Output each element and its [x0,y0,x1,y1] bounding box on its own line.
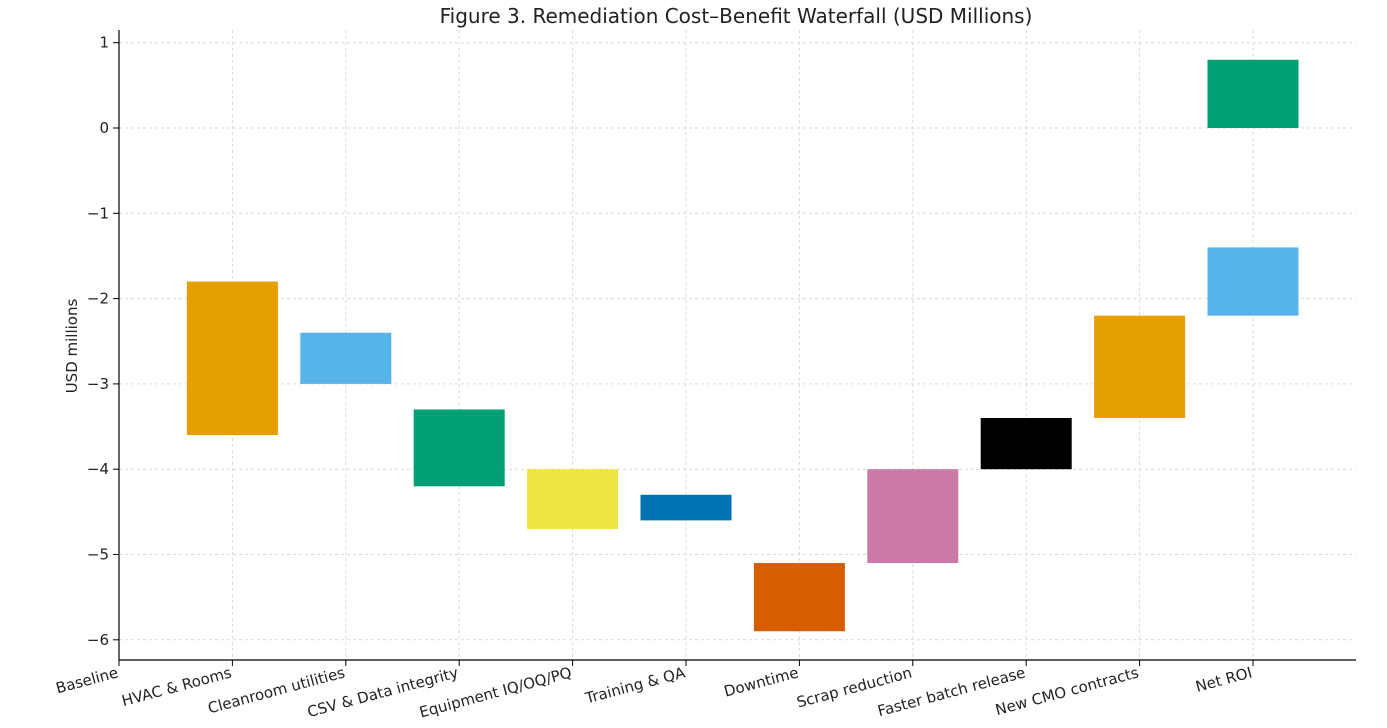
bar [413,409,505,487]
bar [527,469,619,529]
x-tick-label: Net ROI [1194,663,1254,695]
bar [867,469,959,564]
y-tick-label: −1 [87,204,109,222]
y-tick-label: −6 [87,631,109,649]
y-axis-label: USD millions [63,299,81,394]
y-tick-label: −2 [87,290,109,308]
bar [300,332,392,384]
y-tick-label: 1 [99,34,109,52]
bars [186,59,1299,632]
y-ticks: 1 0 −1 −2 −3 −4 −5 −6 [87,34,119,649]
y-tick-label: −3 [87,375,109,393]
bar [186,281,278,436]
bar [753,563,845,632]
bar [1207,59,1299,129]
chart-title: Figure 3. Remediation Cost–Benefit Water… [440,4,1033,28]
bar [640,494,732,521]
y-tick-label: 0 [99,119,109,137]
y-tick-label: −5 [87,546,109,564]
bar [1207,247,1299,316]
x-tick-label: Training & QA [582,663,687,707]
y-tick-label: −4 [87,460,109,478]
x-tick-label: Downtime [722,663,800,700]
bar [980,418,1072,470]
x-tick-label: Baseline [54,663,120,697]
bar [1094,315,1186,419]
